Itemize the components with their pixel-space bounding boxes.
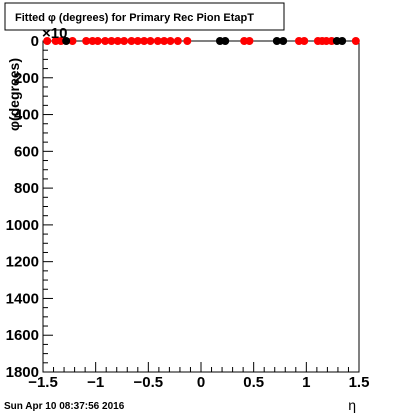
y-tick-label: 0 [31,33,39,50]
data-point [221,37,230,45]
data-markers [43,37,360,45]
data-point [153,37,162,45]
x-tick-label: 1.5 [349,374,370,391]
y-tick-label: 1200 [6,254,39,271]
y-tick-label: 400 [14,107,39,124]
data-point [183,37,192,45]
data-point [338,37,347,45]
data-point [120,37,129,45]
data-point [113,37,122,45]
data-point [93,37,102,45]
y-tick-label: 800 [14,180,39,197]
data-point [68,37,77,45]
data-point [160,37,169,45]
data-point [146,37,155,45]
data-point [107,37,116,45]
x-tick-label: 0 [197,374,205,391]
data-point [140,37,149,45]
data-point [82,37,91,45]
x-axis-title: η [348,397,356,413]
data-point [62,37,71,45]
plot-frame [42,40,360,373]
data-point [133,37,142,45]
data-point [279,37,288,45]
title-box [4,2,285,31]
x-tick-label: −0.5 [134,374,164,391]
x-tick-label: −1.5 [28,374,58,391]
y-tick-label: 600 [14,143,39,160]
y-tick-label: 1600 [6,327,39,344]
y-tick-label: 200 [14,70,39,87]
chart-title: Fitted φ (degrees) for Primary Rec Pion … [15,12,254,24]
y-tick-label: 1400 [6,290,39,307]
data-point [245,37,254,45]
data-point [43,37,52,45]
y-tick-label: 1000 [6,217,39,234]
data-point [166,37,175,45]
data-point [101,37,110,45]
x-axis: −1.5 −1 −0.5 0 0.5 1 1.5 [28,362,369,391]
x-tick-label: −1 [87,374,104,391]
footer-timestamp: Sun Apr 10 08:37:56 2016 [4,401,125,412]
y-exponent-label: ×10 [42,25,67,42]
y-axis-title: φ(degrees) [6,58,22,131]
data-point [173,37,182,45]
x-tick-label: 1 [302,374,310,391]
data-point [127,37,136,45]
data-point [351,37,360,45]
data-point [300,37,309,45]
x-tick-label: 0.5 [243,374,264,391]
y-tick-label: 1800 [6,364,39,381]
data-point [272,37,281,45]
y-axis: 0 200 400 600 800 1000 1200 1400 1600 1800 [6,33,53,381]
